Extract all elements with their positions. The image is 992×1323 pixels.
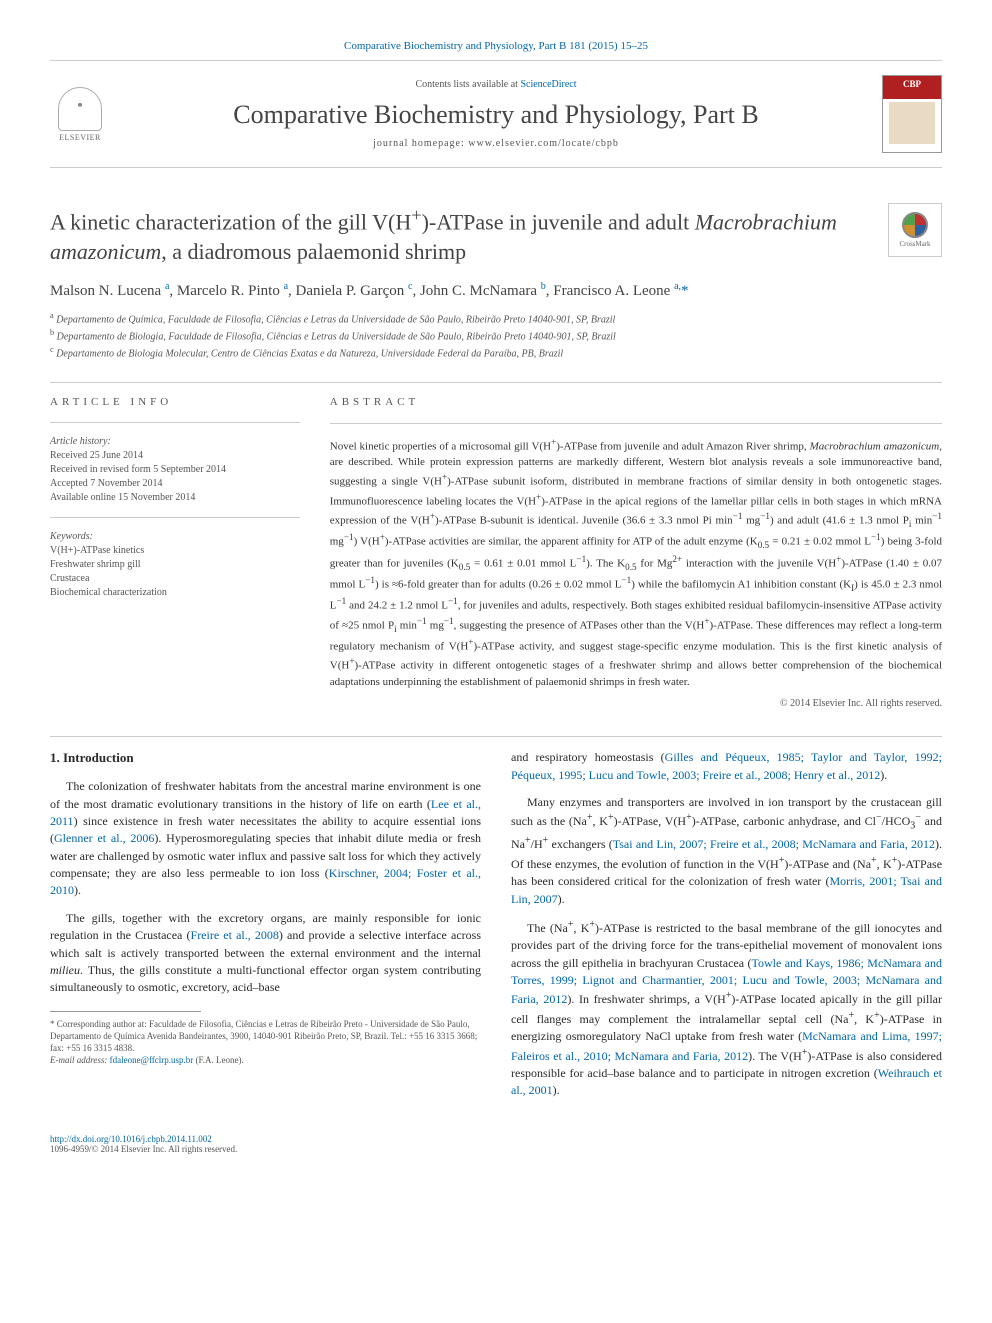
affiliation: b Departamento de Biologia, Faculdade de… (50, 327, 942, 344)
elsevier-label: ELSEVIER (59, 133, 101, 142)
body-two-column: 1. Introduction The colonization of fres… (50, 749, 942, 1110)
history-item: Available online 15 November 2014 (50, 491, 300, 505)
divider (50, 736, 942, 737)
issn-copyright-line: 1096-4959/© 2014 Elsevier Inc. All right… (50, 1144, 237, 1154)
corresponding-author-footnote: * Corresponding author at: Faculdade de … (50, 1018, 481, 1054)
history-item: Accepted 7 November 2014 (50, 477, 300, 491)
history-title: Article history: (50, 435, 300, 449)
email-suffix: (F.A. Leone). (196, 1055, 244, 1065)
footnote-divider (50, 1011, 201, 1012)
sciencedirect-link[interactable]: ScienceDirect (520, 79, 576, 90)
body-paragraph: and respiratory homeostasis (Gilles and … (511, 749, 942, 784)
publisher-banner: ELSEVIER Contents lists available at Sci… (50, 60, 942, 168)
crossmark-badge[interactable]: CrossMark (888, 203, 942, 257)
article-info-heading: article info (50, 395, 300, 410)
elsevier-tree-icon (58, 87, 102, 131)
banner-center: Contents lists available at ScienceDirec… (110, 79, 882, 149)
affiliation: a Departamento de Química, Faculdade de … (50, 310, 942, 327)
history-item: Received in revised form 5 September 201… (50, 463, 300, 477)
journal-title: Comparative Biochemistry and Physiology,… (110, 100, 882, 130)
body-paragraph: The (Na+, K+)-ATPase is restricted to th… (511, 918, 942, 1100)
abstract-column: abstract Novel kinetic properties of a m… (330, 395, 942, 712)
keywords-title: Keywords: (50, 530, 300, 544)
affiliation: c Departamento de Biologia Molecular, Ce… (50, 344, 942, 361)
journal-reference-link[interactable]: Comparative Biochemistry and Physiology,… (50, 40, 942, 52)
article-title: A kinetic characterization of the gill V… (50, 203, 888, 267)
affiliations-block: a Departamento de Química, Faculdade de … (50, 310, 942, 362)
crossmark-label: CrossMark (899, 240, 930, 248)
body-paragraph: Many enzymes and transporters are involv… (511, 794, 942, 908)
email-label: E-mail address: (50, 1055, 107, 1065)
abstract-text: Novel kinetic properties of a microsomal… (330, 436, 942, 691)
page-footer: http://dx.doi.org/10.1016/j.cbpb.2014.11… (50, 1134, 942, 1154)
divider (50, 422, 300, 423)
keyword: V(H+)-ATPase kinetics (50, 544, 300, 558)
keyword: Freshwater shrimp gill (50, 558, 300, 572)
abstract-copyright: © 2014 Elsevier Inc. All rights reserved… (330, 697, 942, 712)
section-heading-introduction: 1. Introduction (50, 749, 481, 768)
journal-cover-thumbnail[interactable] (882, 75, 942, 153)
keyword: Crustacea (50, 572, 300, 586)
keyword: Biochemical characterization (50, 586, 300, 600)
article-info-column: article info Article history: Received 2… (50, 395, 300, 712)
contents-available-line: Contents lists available at ScienceDirec… (110, 79, 882, 90)
homepage-url[interactable]: www.elsevier.com/locate/cbpb (468, 138, 619, 149)
left-column: 1. Introduction The colonization of fres… (50, 749, 481, 1110)
authors-line: Malson N. Lucena a, Marcelo R. Pinto a, … (50, 281, 942, 300)
divider (50, 382, 942, 383)
elsevier-logo[interactable]: ELSEVIER (50, 79, 110, 149)
crossmark-icon (902, 212, 928, 238)
corresponding-email-link[interactable]: fdaleone@ffclrp.usp.br (110, 1055, 194, 1065)
homepage-prefix: journal homepage: (373, 138, 468, 149)
right-column: and respiratory homeostasis (Gilles and … (511, 749, 942, 1110)
doi-link[interactable]: http://dx.doi.org/10.1016/j.cbpb.2014.11… (50, 1134, 212, 1144)
body-paragraph: The gills, together with the excretory o… (50, 910, 481, 997)
history-item: Received 25 June 2014 (50, 449, 300, 463)
body-paragraph: The colonization of freshwater habitats … (50, 778, 481, 900)
contents-prefix: Contents lists available at (415, 79, 520, 90)
divider (330, 423, 942, 424)
email-footnote: E-mail address: fdaleone@ffclrp.usp.br (… (50, 1054, 481, 1066)
divider (50, 517, 300, 518)
abstract-heading: abstract (330, 395, 942, 411)
journal-homepage: journal homepage: www.elsevier.com/locat… (110, 138, 882, 149)
